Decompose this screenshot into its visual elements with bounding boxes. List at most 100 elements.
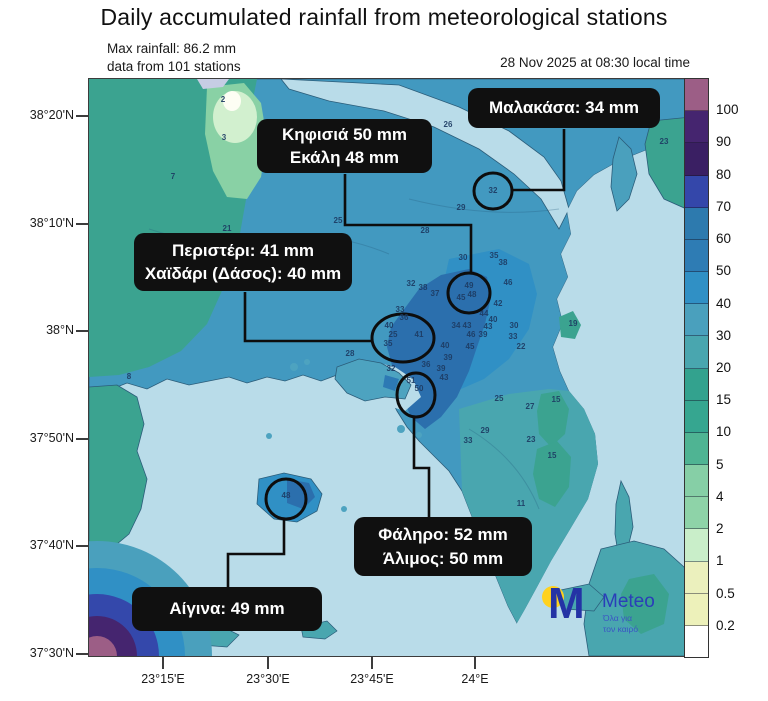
aegina-dark-patch xyxy=(287,479,315,509)
station-value: 32 xyxy=(407,279,416,288)
station-value: 51 xyxy=(407,376,416,385)
colorbar-tick-label: 15 xyxy=(716,392,732,408)
salamina-dark-spot xyxy=(383,375,399,391)
callout-malakasa: Μαλακάσα: 34 mm xyxy=(468,88,660,128)
colorbar-tick-label: 60 xyxy=(716,231,732,247)
islet xyxy=(397,425,405,433)
islet xyxy=(416,432,422,438)
station-value: 25 xyxy=(495,394,504,403)
callout-text: Κηφισιά 50 mm xyxy=(282,124,407,144)
station-value: 28 xyxy=(421,226,430,235)
station-value: 2 xyxy=(221,95,226,104)
station-value: 39 xyxy=(479,330,488,339)
lon-tick-label: 23°15'E xyxy=(141,672,185,686)
colorbar-tick-label: 20 xyxy=(716,360,732,375)
station-value: 39 xyxy=(437,364,446,373)
colorbar-segment xyxy=(685,400,708,433)
callout-connector xyxy=(513,129,566,192)
colorbar-segment xyxy=(685,207,708,240)
callout-connector xyxy=(343,174,473,272)
colorbar-tick-label: 100 xyxy=(716,102,739,118)
callout-kifisia: Κηφισιά 50 mm Εκάλη 48 mm xyxy=(257,119,432,173)
station-value: 38 xyxy=(419,283,428,292)
lat-tick-label: 38°10'N xyxy=(29,216,74,230)
lat-tick xyxy=(76,223,88,225)
callout-text: Χαϊδάρι (Δάσος): 40 mm xyxy=(144,264,342,283)
station-value: 15 xyxy=(548,451,557,460)
se-green-1 xyxy=(537,391,569,447)
station-value: 33 xyxy=(509,332,518,341)
colorbar-tick-label: 50 xyxy=(716,263,732,279)
station-value: 38 xyxy=(499,258,508,267)
station-value: 8 xyxy=(127,372,132,381)
corner-ring-100 xyxy=(89,636,117,656)
islet xyxy=(290,363,298,371)
colorbar-segment xyxy=(685,529,708,562)
logo-m-glyph: M xyxy=(548,579,585,628)
station-highlight-circle xyxy=(472,171,514,211)
station-value: 45 xyxy=(457,293,466,302)
colorbar-tick-label: 10 xyxy=(716,424,732,440)
islet xyxy=(341,506,347,512)
lon-tick xyxy=(267,657,269,669)
station-value: 25 xyxy=(389,330,398,339)
lat-tick-label: 37°40'N xyxy=(29,538,74,552)
meteo-logo: M Meteo Όλα για τον καιρό xyxy=(540,579,670,641)
station-value: 34 xyxy=(452,321,461,330)
colorbar-tick-label: 0.2 xyxy=(716,617,735,633)
colorbar-segment xyxy=(685,239,708,273)
callout-text: Περιστέρι: 41 mm xyxy=(172,240,314,260)
station-value: 22 xyxy=(517,342,526,351)
colorbar-segment xyxy=(685,304,708,337)
evia-island xyxy=(644,116,691,212)
station-value: 15 xyxy=(552,395,561,404)
station-value: 11 xyxy=(517,499,526,508)
station-highlight-circle xyxy=(446,271,492,315)
station-value: 48 xyxy=(468,290,477,299)
max-rainfall-text: Max rainfall: 86.2 mm xyxy=(107,41,237,56)
colorbar-tick-label: 90 xyxy=(716,134,732,150)
station-value: 35 xyxy=(384,339,393,348)
callout-connector xyxy=(226,520,286,588)
lon-tick-label: 24°E xyxy=(461,672,489,686)
logo-tagline-line2: τον καιρό xyxy=(603,623,639,634)
station-value: 37 xyxy=(431,289,440,298)
station-value: 30 xyxy=(459,253,468,262)
station-value: 46 xyxy=(504,278,513,287)
page-title: Daily accumulated rainfall from meteorol… xyxy=(100,4,668,30)
station-value: 32 xyxy=(489,186,498,195)
lon-tick xyxy=(371,657,373,669)
callout-connector xyxy=(243,292,371,343)
station-value: 25 xyxy=(334,216,343,225)
callout-text: Μαλακάσα: 34 mm xyxy=(488,98,639,118)
station-value: 49 xyxy=(465,281,474,290)
islet xyxy=(266,433,272,439)
lon-tick-label: 23°45'E xyxy=(350,672,394,686)
callout-text: Αίγινα: 49 mm xyxy=(169,599,285,619)
station-value: 44 xyxy=(480,309,489,318)
contour-line xyxy=(468,428,540,510)
colorbar-segment xyxy=(685,336,708,369)
callout-text: Φάληρο: 52 mm xyxy=(378,525,508,545)
station-value: 36 xyxy=(422,360,431,369)
lat-tick-label: 37°50'N xyxy=(29,431,74,445)
station-value: 45 xyxy=(466,342,475,351)
station-value: 32 xyxy=(387,364,396,373)
station-value: 43 xyxy=(484,322,493,331)
station-value: 39 xyxy=(444,353,453,362)
station-highlight-circle xyxy=(370,312,436,364)
callout-faliro: Φάληρο: 52 mm Άλιμος: 50 mm xyxy=(354,517,532,576)
colorbar-tick-label: 70 xyxy=(716,198,732,214)
callout-connector xyxy=(412,418,431,518)
rain-zone-white-min xyxy=(223,91,241,111)
station-value: 29 xyxy=(481,426,490,435)
lat-tick-label: 37°30'N xyxy=(29,646,74,660)
colorbar-segment xyxy=(685,79,708,112)
callout-text: Εκάλη 48 mm xyxy=(289,148,400,167)
station-value: 35 xyxy=(490,251,499,260)
colorbar-segment xyxy=(685,432,708,466)
callout-aegina: Αίγινα: 49 mm xyxy=(132,587,322,631)
logo-tagline: Όλα για τον καιρό xyxy=(603,613,638,634)
islet-row-3 xyxy=(555,583,605,612)
